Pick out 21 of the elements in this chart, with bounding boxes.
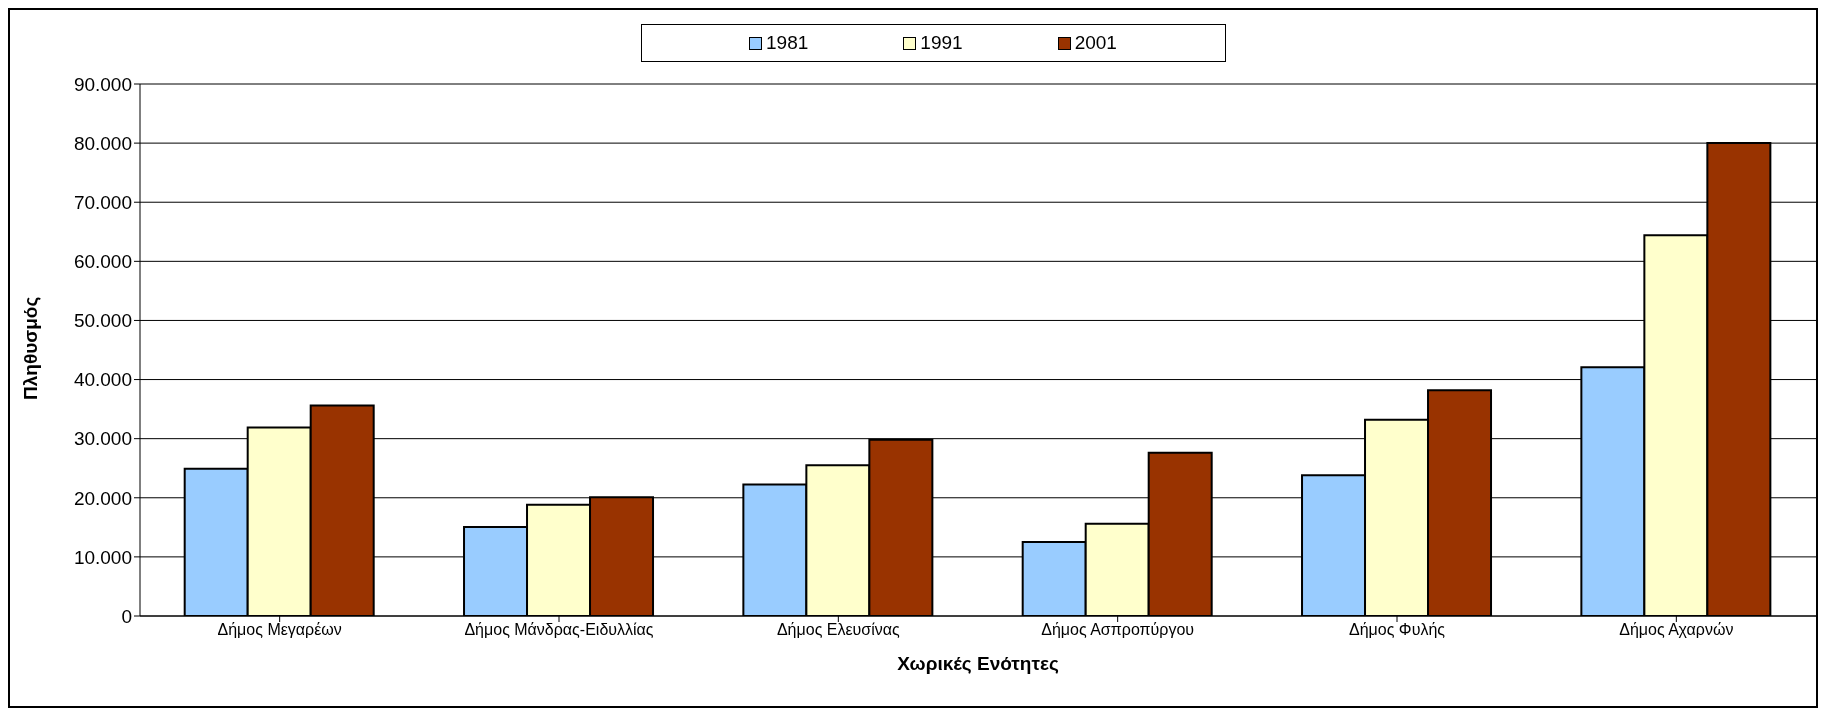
y-tick-label: 80.000	[73, 132, 132, 154]
y-tick-label: 0	[121, 605, 132, 627]
y-tick-label: 50.000	[73, 310, 132, 332]
y-tick-label: 90.000	[73, 73, 132, 95]
y-tick-label: 40.000	[73, 369, 132, 391]
x-tick-label: Δήμος Φυλής	[1349, 621, 1446, 639]
y-axis-title: Πληθυσμός	[19, 296, 41, 400]
y-tick-label: 10.000	[73, 546, 132, 568]
x-tick-label: Δήμος Μεγαρέων	[217, 621, 342, 639]
legend-label: 1981	[765, 32, 809, 54]
x-tick-label: Δήμος Αχαρνών	[1619, 621, 1734, 639]
legend-label: 1991	[919, 32, 963, 54]
y-tick-label: 60.000	[73, 251, 132, 273]
x-tick-label: Δήμος Μάνδρας-Ειδυλλίας	[464, 621, 654, 639]
y-tick-label: 20.000	[73, 487, 132, 509]
x-tick-label: Δήμος Ελευσίνας	[776, 621, 901, 639]
x-tick-label: Δήμος Ασπροπύργου	[1041, 621, 1195, 639]
x-axis-title: Χωρικές Ενότητες	[897, 653, 1059, 674]
y-tick-label: 70.000	[73, 191, 132, 213]
legend-label: 2001	[1073, 32, 1117, 54]
y-tick-label: 30.000	[73, 428, 132, 450]
